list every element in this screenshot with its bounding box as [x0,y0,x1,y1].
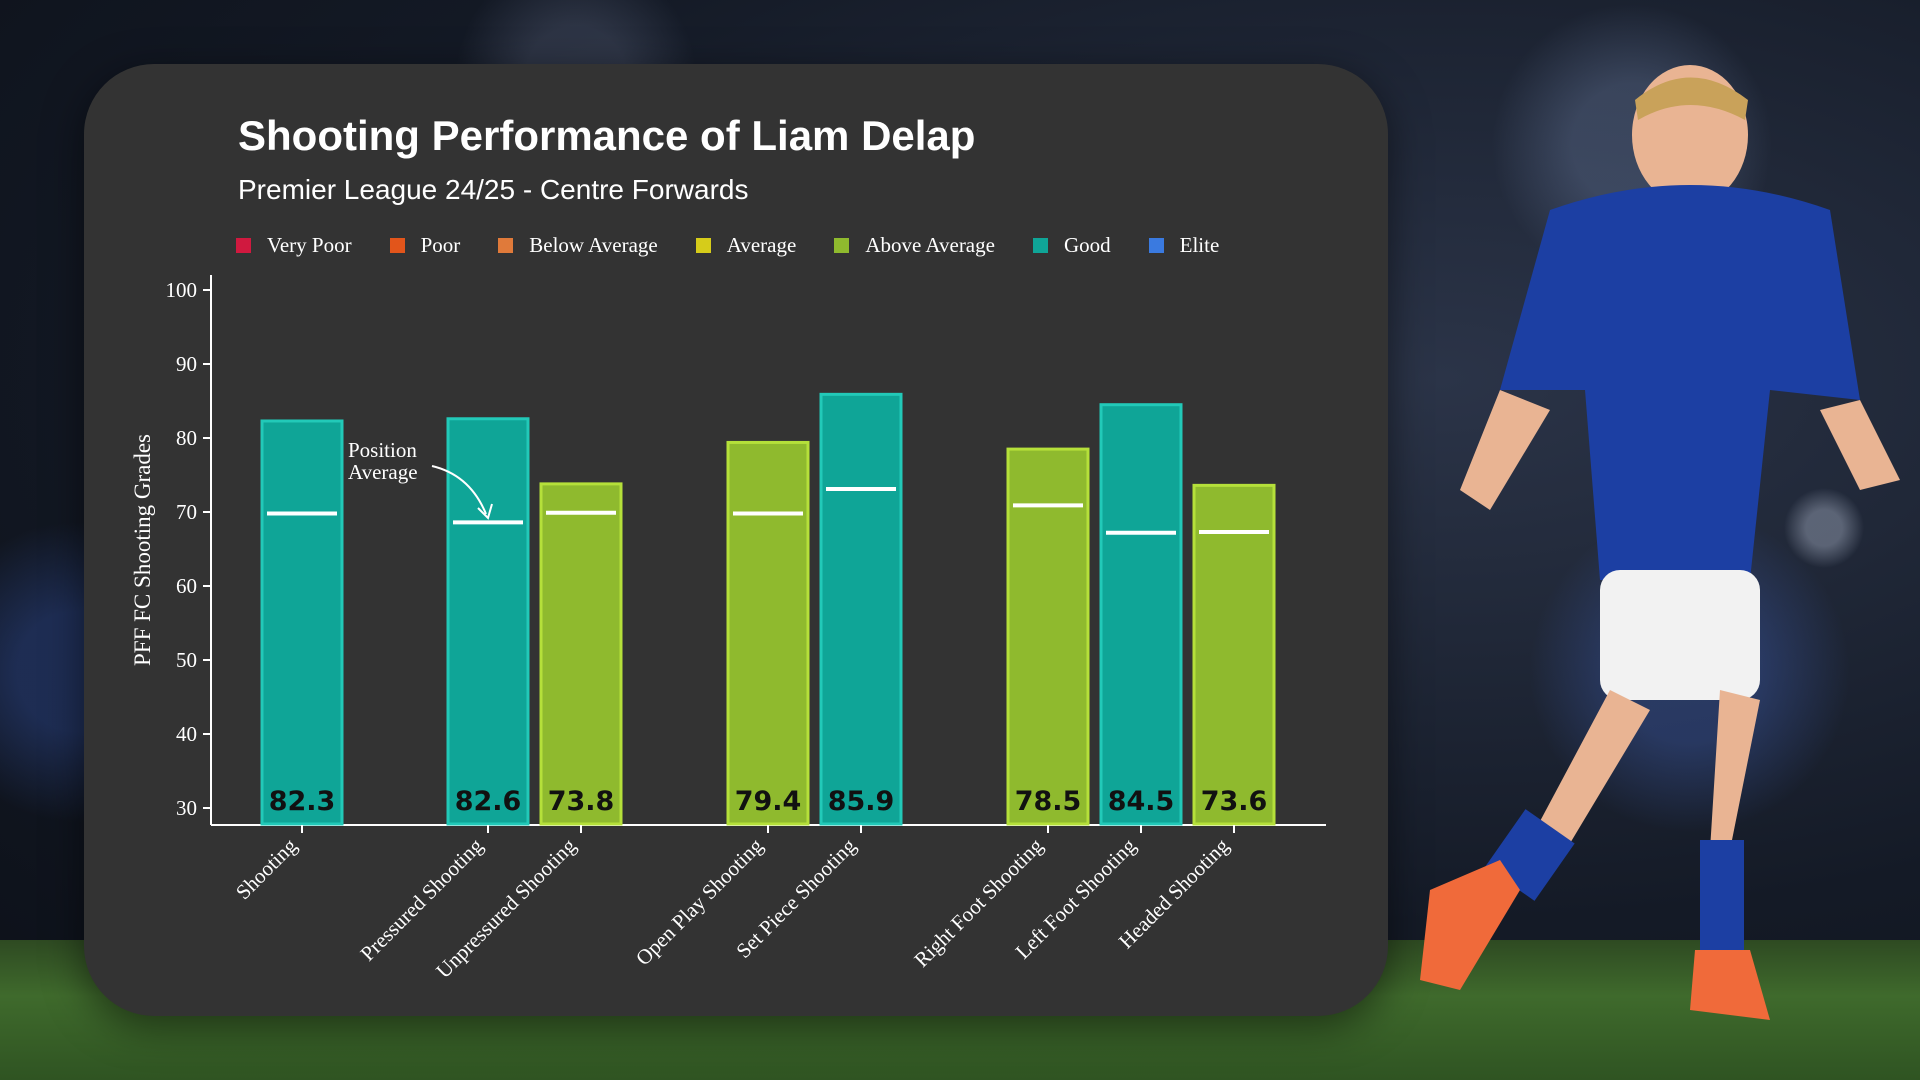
bar-value-label: 82.6 [455,786,522,817]
bar-value-label: 85.9 [828,786,895,817]
player-photo [1420,65,1900,1020]
bar-value-label: 84.5 [1108,786,1175,817]
legend-label: Good [1063,232,1111,257]
bar [539,482,623,826]
bar [260,419,344,826]
bar-value-label: 73.6 [1201,786,1268,817]
bar [726,440,810,826]
annotation-label: Average [348,460,418,484]
y-tick-label: 70 [176,500,197,524]
legend-swatch [834,237,850,253]
legend-label: Average [726,232,797,257]
bar-value-label: 73.8 [548,786,615,817]
legend-item-very-poor: Very Poor [236,233,352,258]
legend-swatch [1148,237,1164,253]
bar [446,417,530,826]
bar-value-label: 78.5 [1015,786,1082,817]
legend-item-below-average: Below Average [498,232,658,258]
legend-item-good: Good [1032,232,1111,258]
bar [1192,483,1276,826]
legend-label: Below Average [529,232,658,257]
legend-swatch [389,237,405,253]
x-tick-label: Shooting [231,833,302,904]
annotation-arrowhead [477,503,493,520]
legend-label: Very Poor [267,232,352,257]
bar [1006,447,1090,826]
legend-item-above-average: Above Average [834,233,995,258]
chart-legend: Very Poor Poor Below Average Average Above A… [236,230,1257,260]
legend-label: Poor [420,232,461,257]
legend-label: Elite [1179,232,1220,257]
chart-title: Shooting Performance of Liam Delap [238,112,976,159]
y-tick-label: 80 [176,426,197,450]
legend-swatch [236,237,251,253]
bar [1099,403,1183,826]
legend-label: Above Average [865,232,995,257]
bar-value-label: 79.4 [735,786,802,817]
y-tick-label: 50 [176,648,197,672]
chart-subtitle: Premier League 24/25 - Centre Forwards [238,174,749,205]
y-axis-label: PFF FC Shooting Grades [130,434,155,666]
legend-swatch [498,237,514,253]
legend-item-average: Average [695,232,797,258]
legend-item-elite: Elite [1148,232,1220,258]
legend-swatch [695,237,711,253]
bar-value-label: 82.3 [269,786,336,817]
y-tick-label: 60 [176,574,197,598]
y-tick-label: 40 [176,722,197,746]
legend-swatch [1032,237,1048,253]
y-tick-label: 90 [176,352,197,376]
legend-item-poor: Poor [389,232,461,258]
y-tick-label: 30 [176,796,197,820]
annotation-arrow [431,465,487,515]
y-tick-label: 100 [166,278,198,302]
bar [819,392,903,826]
annotation-label: Position [348,438,417,462]
